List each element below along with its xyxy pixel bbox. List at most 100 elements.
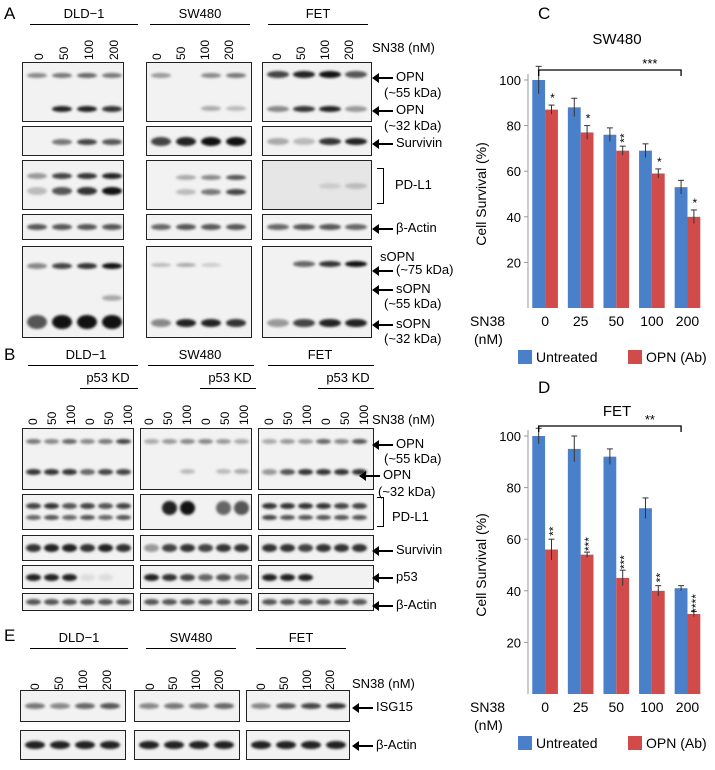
blot-image [262,214,372,240]
band [189,741,209,749]
y-tick-label: 20 [507,635,521,650]
lane-dose-label: 50 [277,676,291,690]
band [52,173,72,179]
significance-label: *** [582,537,596,551]
bar [616,150,630,308]
band [216,574,231,581]
group-label-sw480: SW480 [178,347,222,362]
p53-label: p53 [372,570,418,584]
y-tick-label: 100 [499,429,521,444]
lane-dose-label: 0 [143,683,157,690]
y-tick-label: 80 [507,481,521,496]
band [319,71,341,78]
band [345,319,367,327]
lane-dose-label: 0 [26,418,40,425]
x-tick-label: 100 [640,313,664,329]
blot-image [22,126,124,156]
bar [687,614,701,694]
sn38-unit-label: SN38 (nM) [352,676,415,691]
band [162,439,177,444]
band [80,599,95,605]
band [293,224,315,230]
band [262,439,277,444]
band [116,544,131,552]
sopn-label-1: sOPN [380,249,415,264]
lane-dose-label: 0 [270,53,284,60]
x-tick-label: 200 [676,699,700,715]
band [62,544,77,552]
band [52,315,72,329]
arrow-left-icon [359,470,380,481]
band [164,703,184,709]
bar [639,508,652,694]
actin-label: β-Actin [372,598,437,612]
band [201,224,221,230]
bar [580,554,594,694]
lane-dose-label: 100 [198,39,212,60]
band [334,544,349,552]
opn-32-label: OPN [372,103,424,117]
band [164,741,184,749]
band [52,263,72,269]
band [52,187,72,195]
band [201,73,221,78]
band [102,263,122,269]
blot-image [22,494,134,530]
band [352,544,367,552]
band [267,319,289,327]
bar [639,150,652,308]
blot-image [246,690,350,722]
lane-dose-label: 0 [32,53,46,60]
band [52,73,72,78]
band [162,599,177,605]
band [75,703,95,709]
band [319,319,341,327]
blot-image [258,428,374,490]
x-tick-label: 0 [541,699,549,715]
y-tick-label: 60 [507,164,521,179]
lane-dose-label: 200 [212,669,226,690]
chart-title: SW480 [592,31,641,48]
band [276,741,296,749]
band [234,574,249,581]
pdl1-label: PD-L1 [395,177,432,192]
group-line [28,365,138,367]
group-line [200,388,256,390]
group-label-dld1: DLD−1 [63,6,105,21]
band [77,315,97,329]
blot-image [134,730,240,760]
lane-dose-label: 0 [142,418,156,425]
band [98,469,113,475]
band [226,175,246,180]
band [234,439,249,444]
sn38-unit-label: SN38 (nM) [372,412,435,427]
band [198,439,213,444]
legend-swatch [518,736,532,750]
band [298,503,313,509]
band [293,319,315,327]
band [316,503,331,509]
band [116,599,131,605]
band [319,183,341,189]
band [214,741,234,749]
blot-image [22,246,124,338]
band [326,741,346,749]
significance-label: ** [653,573,667,583]
band [267,71,289,78]
legend-swatch [628,350,642,364]
group-line [150,24,250,26]
band [151,319,171,327]
group-label-fet: FET [288,630,314,645]
blot-image [262,62,372,122]
band [301,703,321,709]
arrow-left-icon [372,265,393,276]
lane-dose-label: 0 [262,418,276,425]
band [80,469,95,475]
band [234,501,249,515]
x-axis-label: (nM) [474,331,503,347]
band [102,295,122,301]
arrow-left-icon [352,702,373,713]
lane-dose-label: 50 [161,411,175,425]
band [44,503,59,509]
